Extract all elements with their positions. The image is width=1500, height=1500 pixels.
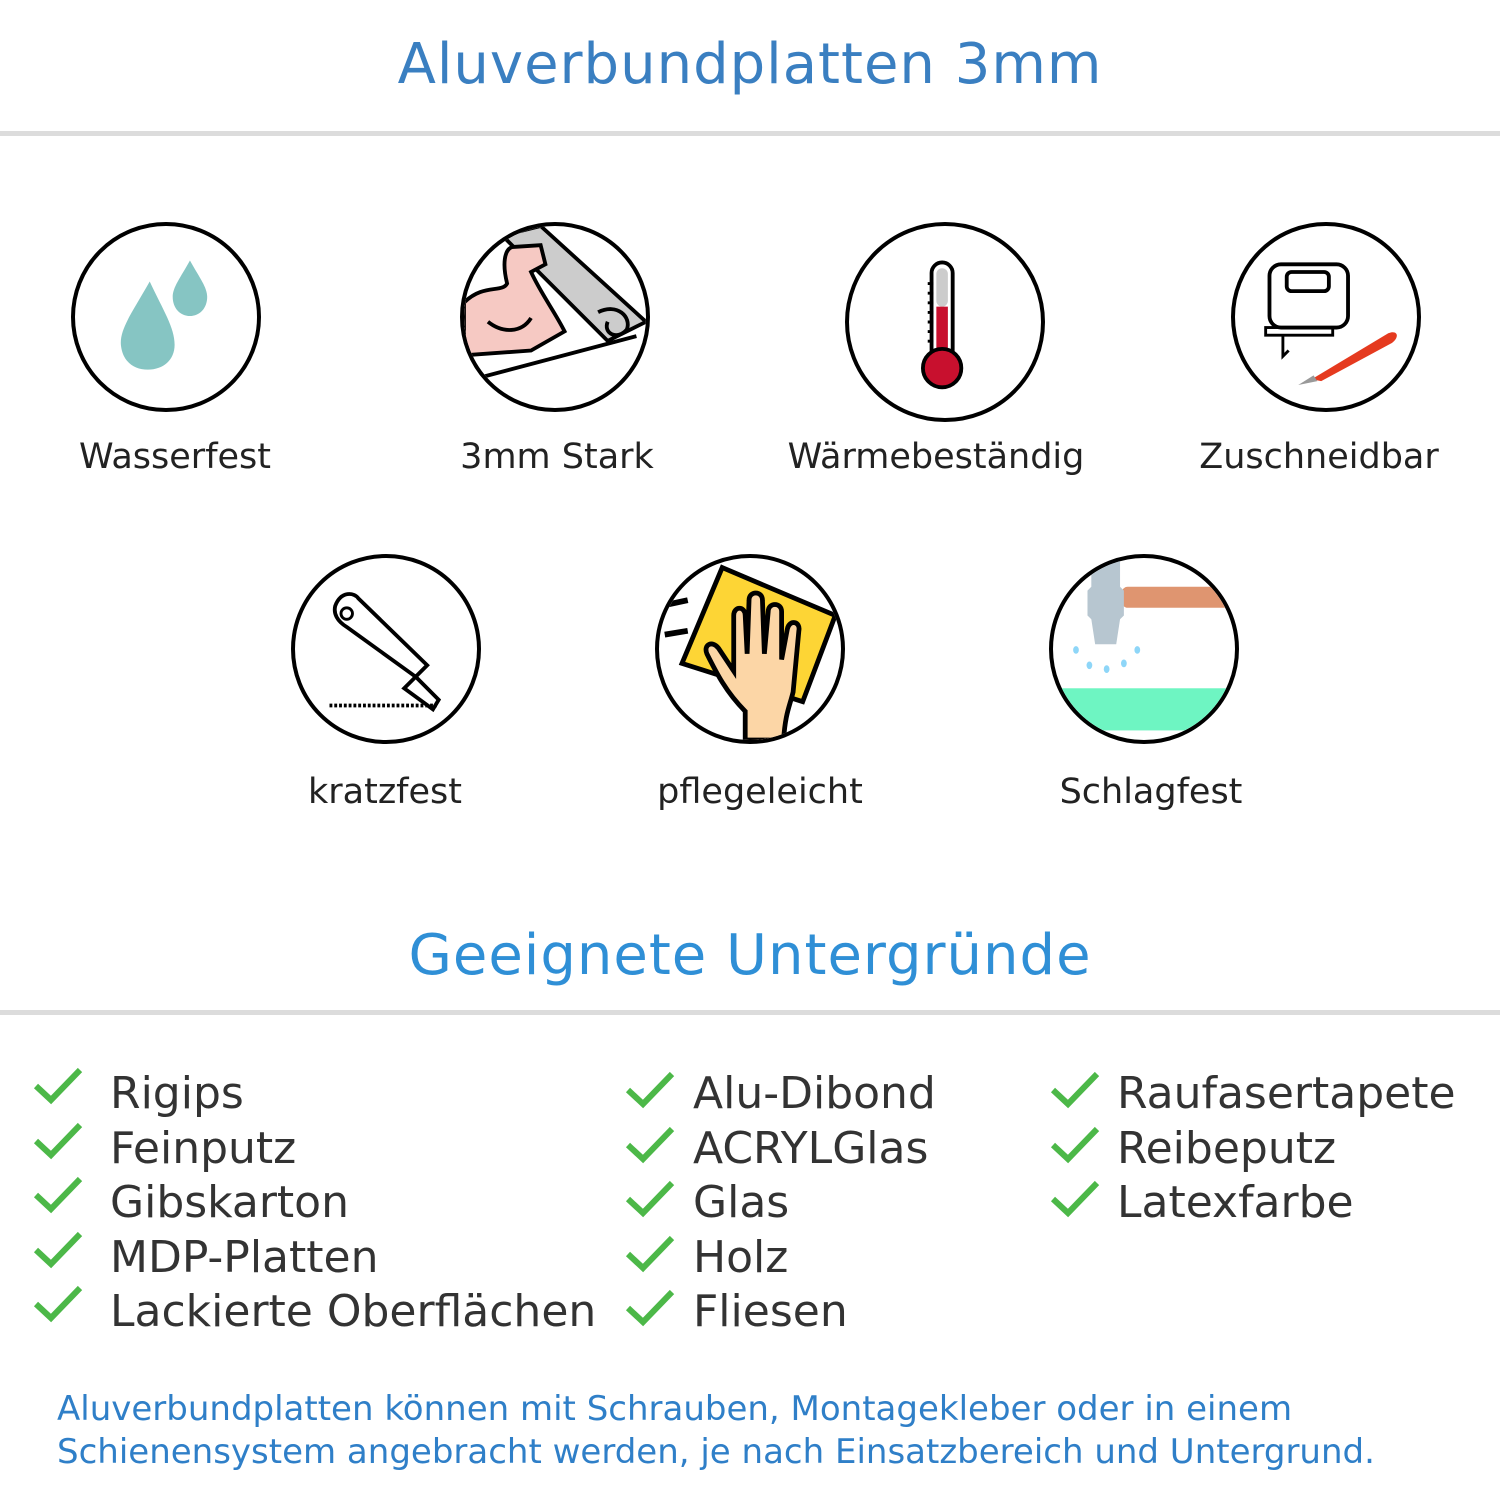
check-icon	[1050, 1125, 1100, 1165]
feature-label-3mm-stark: 3mm Stark	[460, 437, 654, 477]
substrate-item: Rigips	[110, 1068, 244, 1119]
substrate-item: Latexfarbe	[1117, 1177, 1354, 1228]
substrate-item: Alu-Dibond	[693, 1068, 936, 1119]
page-title: Aluverbundplatten 3mm	[397, 32, 1103, 97]
check-icon	[33, 1066, 83, 1106]
check-icon	[625, 1234, 675, 1274]
check-icon	[625, 1288, 675, 1328]
substrate-item: ACRYLGlas	[693, 1122, 929, 1174]
footer-line-2: Schienensystem angebracht werden, je nac…	[57, 1432, 1375, 1472]
footer-line-1: Aluverbundplatten können mit Schrauben, …	[57, 1389, 1293, 1429]
check-icon	[625, 1179, 675, 1219]
substrate-item: Glas	[693, 1177, 790, 1228]
hammer-icon	[1049, 554, 1239, 744]
substrate-item: Fliesen	[693, 1286, 848, 1337]
substrate-item: Raufasertapete	[1117, 1068, 1456, 1119]
check-icon	[33, 1230, 83, 1270]
check-icon	[1050, 1179, 1100, 1219]
strong-arm-icon	[460, 222, 650, 412]
substrate-item: Feinputz	[110, 1122, 297, 1174]
substrate-item: Lackierte Oberflächen	[110, 1286, 597, 1337]
check-icon	[625, 1125, 675, 1165]
water-drops-icon	[71, 222, 261, 412]
check-icon	[625, 1070, 675, 1110]
check-icon	[33, 1284, 83, 1324]
divider	[0, 131, 1500, 136]
feature-label-waermebestaendig: Wärmebeständig	[787, 437, 1085, 477]
feature-label-kratzfest: kratzfest	[307, 772, 462, 812]
check-icon	[33, 1175, 83, 1215]
section-title: Geeignete Untergründe	[408, 923, 1092, 988]
feature-label-wasserfest: Wasserfest	[78, 437, 272, 477]
feature-label-pflegeleicht: pflegeleicht	[657, 772, 863, 812]
check-icon	[1050, 1070, 1100, 1110]
check-icon	[33, 1121, 83, 1161]
substrate-item: MDP-Platten	[110, 1231, 379, 1283]
feature-label-schlagfest: Schlagfest	[1059, 772, 1243, 812]
cleaning-hand-icon	[655, 554, 845, 744]
utility-knife-icon	[291, 554, 481, 744]
thermometer-icon	[845, 222, 1045, 422]
divider	[0, 1010, 1500, 1015]
substrate-item: Gibskarton	[110, 1177, 349, 1228]
substrate-item: Holz	[693, 1231, 789, 1283]
jigsaw-cutter-icon	[1231, 222, 1421, 412]
substrate-item: Reibeputz	[1117, 1122, 1337, 1174]
feature-label-zuschneidbar: Zuschneidbar	[1199, 437, 1439, 477]
